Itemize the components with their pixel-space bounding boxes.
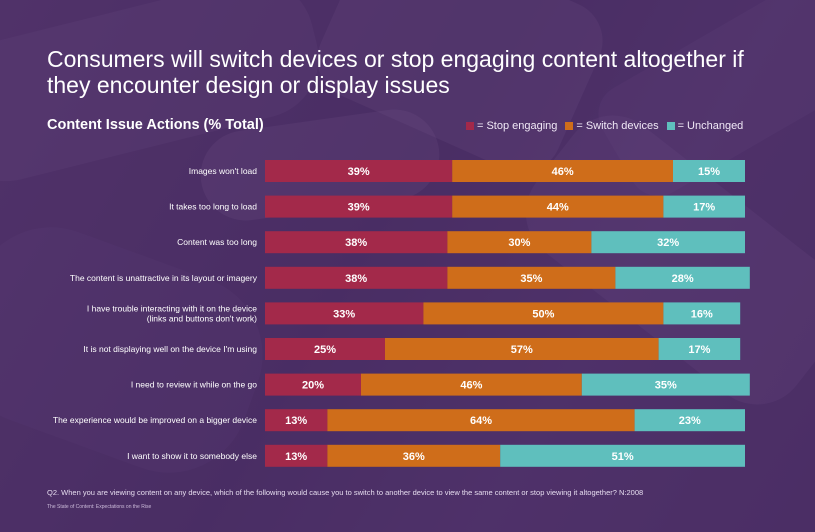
data-label-switch-devices: 64% [470, 415, 492, 427]
category-label: (links and buttons don't work) [147, 313, 257, 323]
data-label-unchanged: 17% [693, 202, 715, 214]
bar-segment-stop-engaging [265, 409, 328, 432]
category-label: The content is unattractive in its layou… [70, 273, 258, 283]
legend-label-switch-devices: Switch devices [585, 120, 659, 132]
category-label: I want to show it to somebody else [127, 451, 257, 461]
legend-label-unchanged: Unchanged [687, 120, 744, 132]
data-label-stop-engaging: 39% [348, 202, 370, 214]
bar-segment-stop-engaging [265, 160, 453, 182]
data-label-stop-engaging: 20% [302, 380, 324, 392]
data-label-unchanged: 28% [672, 273, 694, 285]
category-label: The experience would be improved on a bi… [53, 415, 257, 425]
page-title: Consumers will switch devices or stop en… [47, 46, 744, 98]
data-label-switch-devices: 46% [552, 166, 574, 178]
bar-segment-switch-devices [385, 338, 659, 360]
bar-segment-switch-devices [447, 231, 592, 254]
bar-segment-unchanged [615, 266, 750, 289]
bar-segment-unchanged [500, 444, 745, 467]
bar-segment-switch-devices [452, 160, 673, 182]
data-label-switch-devices: 35% [520, 273, 542, 285]
bar-segment-stop-engaging [265, 338, 385, 360]
source-note: The State of Content: Expectations on th… [47, 504, 152, 510]
data-label-switch-devices: 30% [508, 237, 530, 249]
footnote: Q2. When you are viewing content on any … [47, 488, 644, 497]
data-label-unchanged: 35% [655, 380, 677, 392]
bar-segment-switch-devices [327, 409, 635, 432]
data-label-stop-engaging: 39% [348, 166, 370, 178]
bar-segment-stop-engaging [265, 302, 424, 325]
bar-segment-switch-devices [447, 266, 616, 289]
legend-swatch-switch-devices [565, 122, 574, 130]
bar-segment-unchanged [663, 302, 741, 325]
data-label-stop-engaging: 25% [314, 344, 336, 356]
legend-item-stop-engaging: = Stop engaging [466, 120, 557, 132]
data-label-stop-engaging: 13% [285, 415, 307, 427]
data-label-stop-engaging: 38% [345, 237, 367, 249]
bar-segment-switch-devices [452, 195, 664, 218]
bar-segment-stop-engaging [265, 266, 448, 289]
data-label-switch-devices: 46% [460, 380, 482, 392]
bar-segment-switch-devices [423, 302, 664, 325]
data-label-unchanged: 17% [688, 344, 710, 356]
data-label-switch-devices: 36% [403, 451, 425, 463]
legend-swatch-unchanged [666, 122, 675, 130]
data-label-switch-devices: 50% [532, 308, 554, 320]
bar-segment-stop-engaging [265, 444, 328, 467]
category-label: It takes too long to load [169, 202, 257, 212]
category-label: Images won't load [189, 166, 258, 176]
data-label-unchanged: 16% [691, 308, 713, 320]
data-label-stop-engaging: 13% [285, 451, 307, 463]
bar-segment-unchanged [581, 373, 750, 396]
bar-segment-switch-devices [361, 373, 582, 396]
legend-prefix: = [576, 120, 583, 132]
legend-item-switch-devices: = Switch devices [565, 120, 659, 132]
data-label-unchanged: 15% [698, 166, 720, 178]
category-label: It is not displaying well on the device … [83, 344, 257, 354]
category-label: Content was too long [177, 237, 257, 247]
bar-segment-unchanged [658, 338, 741, 360]
legend-swatch-stop-engaging [466, 122, 474, 130]
legend-prefix: = [477, 120, 484, 132]
legend-prefix: = [677, 120, 685, 132]
data-label-unchanged: 32% [657, 237, 679, 249]
data-label-unchanged: 51% [612, 451, 634, 463]
chart-title: Content Issue Actions (% Total) [47, 117, 264, 133]
bar-segment-unchanged [663, 195, 745, 218]
legend-label-stop-engaging: Stop engaging [486, 120, 558, 132]
bar-segment-stop-engaging [265, 231, 448, 254]
bar-segment-stop-engaging [265, 195, 453, 218]
data-label-stop-engaging: 38% [345, 273, 367, 285]
data-label-switch-devices: 57% [511, 344, 533, 356]
chart-legend: = Stop engaging = Switch devices = Uncha… [466, 120, 743, 132]
category-label: I have trouble interacting with it on th… [87, 303, 257, 313]
bar-segment-unchanged [591, 231, 745, 254]
bar-segment-unchanged [634, 409, 745, 432]
legend-item-unchanged: = Unchanged [666, 120, 744, 132]
category-label: I need to review it while on the go [131, 380, 257, 390]
bar-segment-stop-engaging [265, 373, 361, 396]
data-label-unchanged: 23% [679, 415, 701, 427]
bar-segment-switch-devices [327, 444, 501, 467]
data-label-stop-engaging: 33% [333, 308, 355, 320]
data-label-switch-devices: 44% [547, 202, 569, 214]
bar-segment-unchanged [673, 160, 745, 182]
